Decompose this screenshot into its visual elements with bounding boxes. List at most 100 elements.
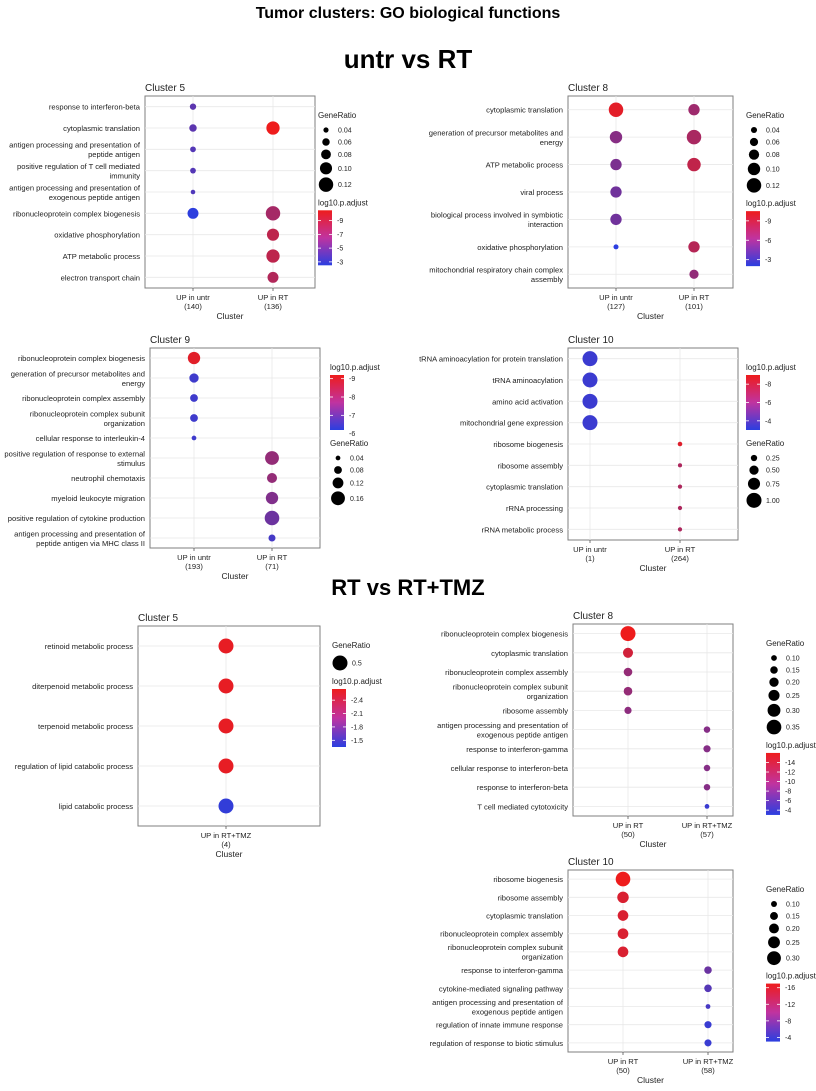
y-tick-label: biological process involved in symbiotic… — [431, 211, 563, 230]
y-tick-label-line: immunity — [110, 171, 141, 180]
y-tick-label-line: organization — [522, 953, 563, 962]
data-point — [609, 130, 623, 144]
x-tick-count: (1) — [585, 554, 595, 563]
y-tick-label-line: antigen processing and presentation of — [9, 141, 141, 150]
y-tick-label-line: cytoplasmic translation — [63, 124, 140, 133]
y-tick-label-line: rRNA processing — [506, 504, 563, 513]
y-tick-label: antigen processing and presentation of ex… — [437, 721, 569, 740]
y-tick-label-line: response to interferon-gamma — [461, 966, 563, 975]
size-legend-label: 0.06 — [338, 140, 352, 147]
colorbar-tick-label: -10 — [785, 779, 795, 786]
y-tick-label-line: response to interferon-beta — [49, 103, 141, 112]
y-tick-label: tRNA aminoacylation — [493, 376, 564, 385]
y-tick-label: response to interferon-gamma — [466, 745, 568, 754]
data-point — [582, 351, 598, 367]
data-point — [615, 871, 631, 887]
y-tick-label-line: exogenous peptide antigen — [477, 730, 568, 739]
y-tick-label-line: regulation of innate immune response — [436, 1021, 563, 1030]
x-tick-label: UP in untr — [176, 293, 210, 302]
size-legend-title: GeneRatio — [332, 641, 371, 650]
y-tick-label: positive regulation of T cell mediated im… — [17, 162, 140, 181]
colorbar-tick-label: -8 — [785, 1018, 791, 1025]
colorbar-tick-label: -9 — [349, 376, 355, 383]
y-tick-label-line: organization — [527, 692, 568, 701]
data-point — [624, 706, 632, 714]
y-tick-label-line: cytoplasmic translation — [486, 912, 563, 921]
colorbar-tick-label: -5 — [337, 246, 343, 253]
colorbar — [766, 983, 780, 1042]
x-tick-label: UP in RT+TMZ — [683, 1057, 734, 1066]
data-point — [617, 910, 629, 921]
data-point — [190, 146, 196, 153]
size-legend-dot — [321, 149, 331, 160]
data-point — [704, 984, 712, 993]
colorbar-tick-label: -4 — [785, 808, 791, 815]
y-tick-label-line: ATP metabolic process — [63, 252, 141, 261]
size-legend-dot — [766, 719, 782, 735]
y-tick-label-line: ribosome assembly — [503, 706, 569, 715]
data-point — [622, 647, 634, 658]
color-legend-title: log10.p.adjust — [766, 741, 816, 750]
data-point — [623, 667, 633, 677]
size-legend-label: 0.10 — [766, 166, 780, 173]
y-tick-label-line: assembly — [531, 275, 563, 284]
y-tick-label: terpenoid metabolic process — [38, 722, 133, 731]
y-tick-label: cytoplasmic translation — [491, 649, 568, 658]
data-point — [190, 189, 196, 195]
y-tick-label: amino acid activation — [492, 397, 563, 406]
size-legend-label: 0.25 — [766, 456, 780, 463]
y-tick-label: oxidative phosphorylation — [54, 231, 140, 240]
chart-cluster8-rt-vs-rt-tmz: Cluster 8 ribonucleoprotein complex bioge… — [437, 611, 816, 849]
y-tick-label: T cell mediated cytotoxicity — [477, 802, 568, 811]
y-tick-label-line: cytokine-mediated signaling pathway — [439, 984, 563, 993]
chart-title: Cluster 5 — [145, 83, 185, 94]
size-legend-dot — [749, 137, 759, 147]
data-point — [688, 241, 700, 253]
x-tick-label: UP in RT — [665, 545, 696, 554]
y-tick-label: ribonucleoprotein complex subunit organiz… — [30, 409, 146, 428]
color-legend-title: log10.p.adjust — [332, 677, 383, 686]
x-tick-count: (127) — [607, 302, 625, 311]
size-legend-dot — [748, 149, 760, 160]
data-point — [703, 764, 711, 772]
y-tick-label: positive regulation of response to exter… — [4, 449, 145, 468]
size-legend-dot — [768, 689, 780, 701]
chart-title: Cluster 8 — [573, 611, 613, 622]
data-point — [677, 505, 683, 511]
size-legend-title: GeneRatio — [318, 111, 357, 120]
y-tick-label-line: ribonucleoprotein complex biogenesis — [441, 630, 568, 639]
y-tick-label-line: mitochondrial respiratory chain complex — [429, 266, 563, 275]
y-tick-label-line: viral process — [520, 188, 563, 197]
size-legend-label: 0.12 — [338, 182, 352, 189]
x-axis-label: Cluster — [640, 563, 667, 573]
size-legend-label: 0.04 — [766, 128, 780, 135]
y-tick-label: retinoid metabolic process — [45, 642, 133, 651]
y-tick-label-line: ribonucleoprotein complex assembly — [440, 930, 563, 939]
size-legend-title: GeneRatio — [766, 639, 805, 648]
y-tick-label: response to interferon-gamma — [461, 966, 563, 975]
size-legend-dot — [770, 666, 778, 674]
y-tick-label-line: generation of precursor metabolites and — [11, 369, 145, 378]
colorbar-tick-label: -1.8 — [351, 724, 363, 731]
y-tick-label-line: ribonucleoprotein complex subunit — [448, 943, 564, 952]
y-tick-label-line: retinoid metabolic process — [45, 642, 133, 651]
chart-group: Cluster 5 response to interferon-beta cyto… — [9, 83, 368, 321]
size-legend-dot — [770, 912, 778, 920]
x-tick-count: (4) — [221, 840, 231, 849]
colorbar-tick-label: -14 — [785, 760, 795, 767]
y-tick-label: cytoplasmic translation — [486, 106, 563, 115]
size-legend-label: 0.25 — [786, 940, 800, 947]
size-legend-dot — [767, 951, 781, 966]
size-legend-label: 0.15 — [786, 914, 800, 921]
data-point — [613, 244, 619, 250]
chart-cluster9-untr-vs-rt: Cluster 9 ribonucleoprotein complex bioge… — [4, 335, 380, 581]
data-point — [610, 213, 622, 226]
data-point — [620, 626, 636, 642]
y-tick-label: ribosome assembly — [498, 893, 564, 902]
x-axis-label: Cluster — [217, 311, 244, 321]
y-tick-label: ribosome assembly — [503, 706, 569, 715]
colorbar-tick-label: -7 — [337, 232, 343, 239]
data-point — [704, 1021, 712, 1029]
data-point — [688, 104, 700, 116]
x-tick-count: (50) — [621, 830, 635, 839]
